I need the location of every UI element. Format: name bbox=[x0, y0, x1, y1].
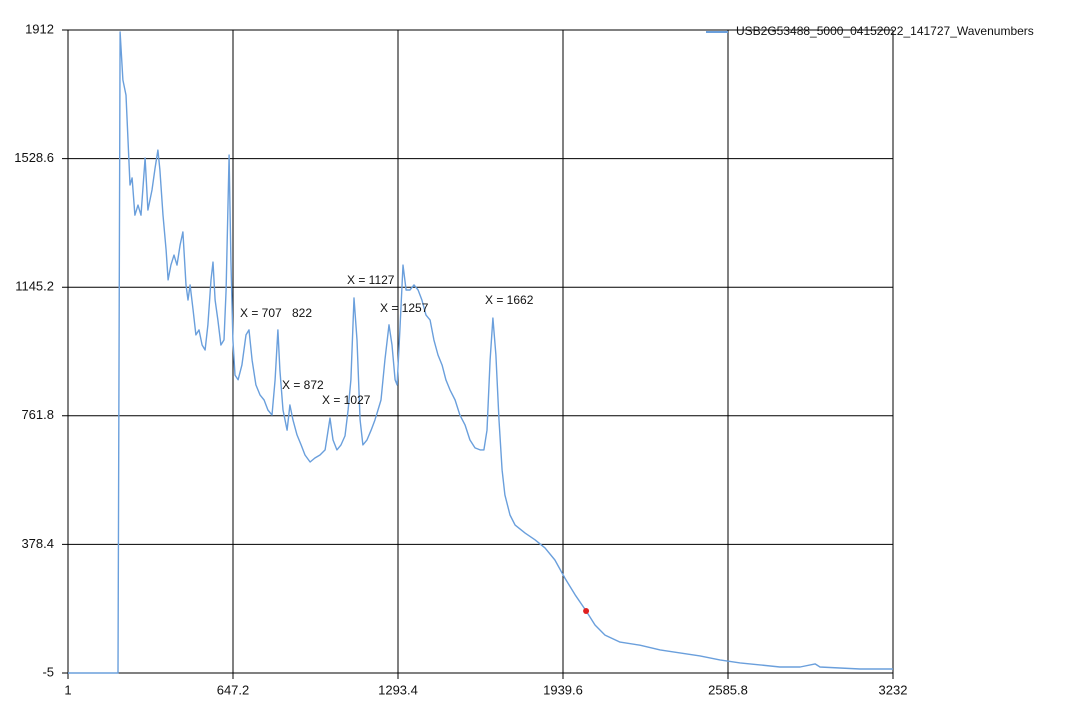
x-tick-label: 1293.4 bbox=[378, 682, 418, 697]
x-tick-label: 1 bbox=[64, 682, 71, 697]
y-tick-label: 1912 bbox=[25, 21, 54, 36]
annotation: 822 bbox=[292, 306, 312, 320]
annotation: X = 707 bbox=[240, 306, 282, 320]
annotation: X = 1662 bbox=[485, 293, 534, 307]
y-tick-label: 1145.2 bbox=[15, 279, 54, 294]
annotation: X = 1027 bbox=[322, 393, 371, 407]
legend-label: USB2G53488_5000_04152022_141727_Wavenumb… bbox=[736, 24, 1034, 38]
x-tick-label: 3232 bbox=[879, 682, 908, 697]
y-tick-label: 378.4 bbox=[21, 536, 54, 551]
y-tick-label: -5 bbox=[42, 664, 54, 679]
y-tick-label: 1528.6 bbox=[14, 150, 54, 165]
x-tick-label: 2585.8 bbox=[708, 682, 748, 697]
data-line bbox=[68, 31, 893, 674]
y-tick-label: 761.8 bbox=[21, 407, 54, 422]
annotation: X = 1257 bbox=[380, 301, 429, 315]
annotation: X = 872 bbox=[282, 378, 324, 392]
x-tick-label: 647.2 bbox=[217, 682, 250, 697]
x-tick-label: 1939.6 bbox=[543, 682, 583, 697]
annotation: X = 1127 bbox=[347, 273, 395, 287]
marker bbox=[583, 607, 590, 614]
